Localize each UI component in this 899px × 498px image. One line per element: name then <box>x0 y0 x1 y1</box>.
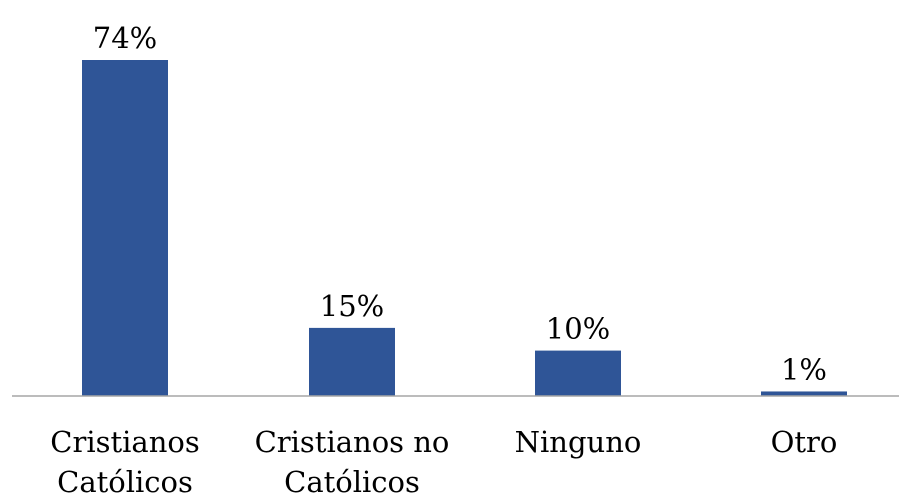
data-label: 74% <box>93 21 157 55</box>
category-label: Católicos <box>284 465 420 498</box>
category-label: Cristianos no <box>255 425 450 459</box>
category-label: Ninguno <box>515 425 642 459</box>
category-labels-group: Cristianos Católicos Cristianos no Católico… <box>50 425 837 498</box>
bar <box>309 327 395 396</box>
value-labels-group: 74% 15% 10% 1% <box>93 21 827 386</box>
category-label: Otro <box>771 425 838 459</box>
data-label: 1% <box>781 352 827 386</box>
bar <box>535 350 621 396</box>
data-label: 10% <box>546 312 610 346</box>
bars-group <box>82 60 847 396</box>
category-label: Católicos <box>57 465 193 498</box>
category-label: Cristianos <box>50 425 199 459</box>
bar <box>761 391 847 396</box>
data-label: 15% <box>320 289 384 323</box>
bar <box>82 60 168 396</box>
